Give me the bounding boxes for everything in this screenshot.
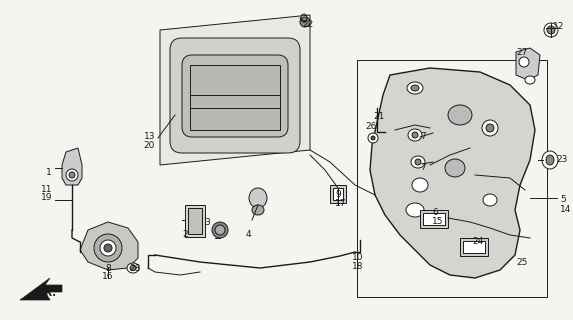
Polygon shape (516, 48, 540, 80)
Text: 20: 20 (144, 141, 155, 150)
Polygon shape (20, 278, 62, 300)
Text: 19: 19 (41, 193, 52, 202)
Bar (357, 60, 547, 297)
Ellipse shape (519, 57, 529, 67)
Polygon shape (80, 222, 138, 270)
Text: 25: 25 (516, 258, 527, 267)
Ellipse shape (412, 178, 428, 192)
Ellipse shape (407, 82, 423, 94)
Bar (330, 185, 346, 203)
Ellipse shape (411, 85, 419, 91)
Ellipse shape (411, 156, 425, 168)
Ellipse shape (371, 136, 375, 140)
Text: 12: 12 (553, 22, 564, 31)
Ellipse shape (542, 151, 558, 169)
Ellipse shape (100, 240, 116, 256)
Text: 28: 28 (129, 264, 141, 273)
Ellipse shape (127, 263, 139, 273)
Ellipse shape (406, 203, 424, 217)
Ellipse shape (66, 169, 78, 181)
Ellipse shape (544, 23, 558, 37)
Text: 24: 24 (472, 237, 483, 246)
Ellipse shape (69, 172, 75, 178)
Text: 18: 18 (352, 262, 363, 271)
Text: 7: 7 (420, 132, 426, 141)
FancyBboxPatch shape (182, 55, 288, 137)
Ellipse shape (408, 129, 422, 141)
Text: 14: 14 (560, 205, 571, 214)
Ellipse shape (546, 155, 554, 165)
Bar (190, 65, 280, 130)
Ellipse shape (249, 188, 267, 208)
Text: 3: 3 (204, 218, 210, 227)
Text: 23: 23 (556, 155, 567, 164)
Bar (333, 188, 343, 200)
Text: 5: 5 (560, 195, 566, 204)
Text: 6: 6 (432, 208, 438, 217)
Ellipse shape (445, 159, 465, 177)
Polygon shape (62, 148, 82, 185)
Ellipse shape (212, 222, 228, 238)
Text: 26: 26 (365, 122, 376, 131)
Text: 1: 1 (46, 168, 52, 177)
Text: 17: 17 (335, 199, 347, 208)
Ellipse shape (482, 120, 498, 136)
Ellipse shape (547, 26, 555, 34)
Bar (188, 208, 202, 234)
FancyBboxPatch shape (170, 38, 300, 153)
Polygon shape (160, 15, 310, 165)
Bar (460, 238, 488, 256)
Ellipse shape (368, 133, 378, 143)
Ellipse shape (130, 266, 136, 270)
Polygon shape (370, 68, 535, 278)
Ellipse shape (448, 105, 472, 125)
Text: 10: 10 (352, 253, 363, 262)
Text: 13: 13 (143, 132, 155, 141)
Ellipse shape (94, 234, 122, 262)
Ellipse shape (483, 194, 497, 206)
Ellipse shape (525, 76, 535, 84)
Text: 15: 15 (432, 217, 444, 226)
Text: FR.: FR. (38, 288, 56, 298)
Bar (463, 241, 485, 253)
Text: 21: 21 (373, 112, 384, 121)
Ellipse shape (252, 205, 264, 215)
Bar (185, 205, 205, 237)
Text: 7: 7 (420, 163, 426, 172)
Text: 27: 27 (516, 48, 527, 57)
Ellipse shape (300, 17, 310, 27)
Ellipse shape (104, 244, 112, 252)
Text: 2: 2 (182, 230, 188, 239)
Ellipse shape (486, 124, 494, 132)
Text: 9: 9 (335, 190, 341, 199)
Text: 16: 16 (102, 272, 114, 281)
Ellipse shape (412, 132, 418, 138)
Text: 22: 22 (302, 20, 313, 29)
Text: 4: 4 (245, 230, 251, 239)
Bar (420, 210, 448, 228)
Bar (423, 213, 445, 225)
Ellipse shape (215, 225, 225, 235)
Text: 11: 11 (41, 185, 52, 194)
Ellipse shape (415, 159, 421, 165)
Text: 8: 8 (105, 264, 111, 273)
